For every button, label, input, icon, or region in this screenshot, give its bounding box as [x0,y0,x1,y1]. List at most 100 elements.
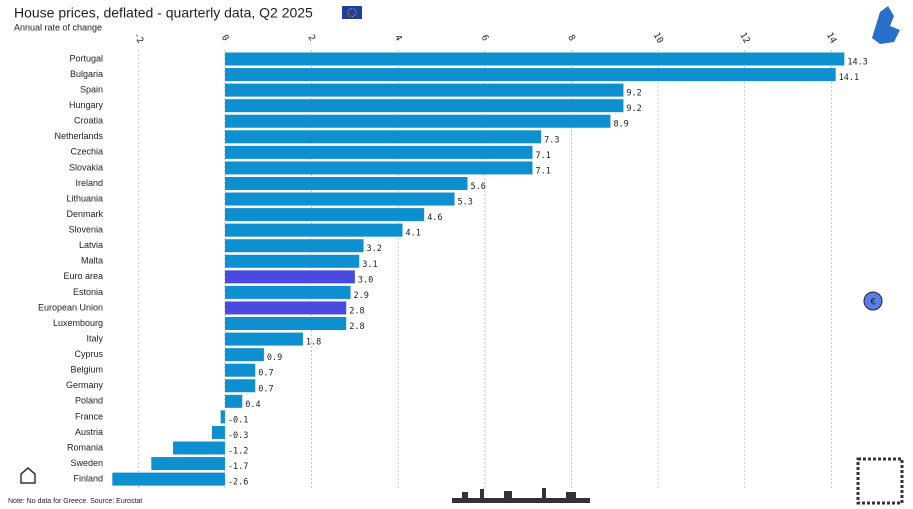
bar [224,348,264,362]
skyline [452,488,590,503]
x-tick-label: 14 [824,31,838,45]
bar [224,176,468,190]
y-tick-label: Slovenia [68,225,103,235]
bar [151,457,225,471]
y-tick-label: Sweden [70,458,103,468]
value-label: 2.8 [349,322,364,332]
note: Note: No data for Greece. Source: Eurost… [8,498,142,505]
bar [224,83,624,97]
value-label: 3.0 [358,275,373,285]
y-tick-label: Denmark [66,209,103,219]
bar [224,52,845,66]
home-icon[interactable] [20,467,36,484]
chart-title: House prices, deflated - quarterly data,… [14,5,313,21]
value-label: -1.7 [228,462,248,472]
bar [211,425,225,439]
bar [224,301,347,315]
value-label: 4.1 [406,229,421,239]
value-label: 3.1 [362,260,377,270]
y-tick-label: Portugal [69,53,103,63]
chart-subtitle: Annual rate of change [14,22,102,32]
value-label: 7.1 [535,151,550,161]
x-tick-label: 6 [479,33,490,43]
x-tick-label: 12 [737,31,751,45]
bar [224,394,243,408]
eu-stars [347,8,357,17]
bar [112,472,225,486]
eu-flag [342,6,362,19]
bar [224,363,256,377]
y-tick-label: Croatia [74,116,103,126]
y-tick-label: Germany [66,380,104,390]
bar [224,114,611,128]
x-tick-label: -2 [131,31,145,45]
bar [224,270,355,284]
x-tick-label: 10 [651,31,665,45]
value-label: 8.9 [613,120,628,130]
y-tick-label: Lithuania [66,193,103,203]
value-label: 4.6 [427,213,442,223]
euro-symbol: € [870,296,875,306]
y-tick-label: European Union [38,302,103,312]
bar [224,379,256,393]
bar [220,410,225,424]
x-tick-label: 8 [565,33,576,43]
value-label: 14.1 [839,73,859,83]
bar [224,239,364,253]
value-label: 9.2 [626,89,641,99]
value-label: 7.3 [544,135,559,145]
y-tick-label: Malta [81,256,103,266]
value-label: 1.8 [306,338,321,348]
y-tick-label: Austria [75,427,103,437]
y-tick-label: Luxembourg [53,318,103,328]
y-tick-label: France [75,411,103,421]
y-tick-label: Ireland [75,178,103,188]
bar [224,68,836,82]
y-tick-label: Slovakia [69,162,103,172]
bar [224,192,455,206]
y-tick-label: Romania [67,442,103,452]
bar [224,145,533,159]
value-label: -2.6 [228,478,248,488]
bar [224,130,542,144]
y-tick-label: Czechia [70,147,103,157]
value-label: 0.9 [267,353,282,363]
y-tick-label: Netherlands [54,131,103,141]
bar [172,441,225,455]
bar [224,161,533,175]
eu-map [872,6,900,44]
bar [224,254,360,268]
x-tick-label: 0 [219,33,230,43]
bar [224,332,303,346]
y-tick-label: Spain [80,84,103,94]
value-label: 3.2 [367,244,382,254]
y-tick-label: Poland [75,396,103,406]
y-tick-label: Bulgaria [70,69,103,79]
value-label: -0.3 [228,431,248,441]
y-tick-label: Euro area [63,271,103,281]
qr-code [856,457,904,505]
value-label: 5.3 [458,198,473,208]
bar [224,317,347,331]
value-label: 0.7 [258,384,273,394]
value-label: -0.1 [228,415,248,425]
value-label: 2.9 [354,291,369,301]
bar [224,223,403,237]
value-label: -1.2 [228,447,248,457]
value-label: 2.8 [349,306,364,316]
value-label: 0.7 [258,369,273,379]
value-label: 9.2 [626,104,641,114]
value-label: 5.6 [471,182,486,192]
y-tick-label: Italy [86,333,103,343]
euro-button[interactable] [863,291,883,311]
y-tick-label: Hungary [69,100,104,110]
y-tick-label: Finland [73,473,103,483]
bar [224,99,624,113]
bar [224,285,351,299]
x-tick-label: 2 [305,33,316,43]
x-tick-label: 4 [392,33,403,43]
y-tick-label: Latvia [79,240,103,250]
bar [224,208,425,222]
value-label: 14.3 [847,58,867,68]
